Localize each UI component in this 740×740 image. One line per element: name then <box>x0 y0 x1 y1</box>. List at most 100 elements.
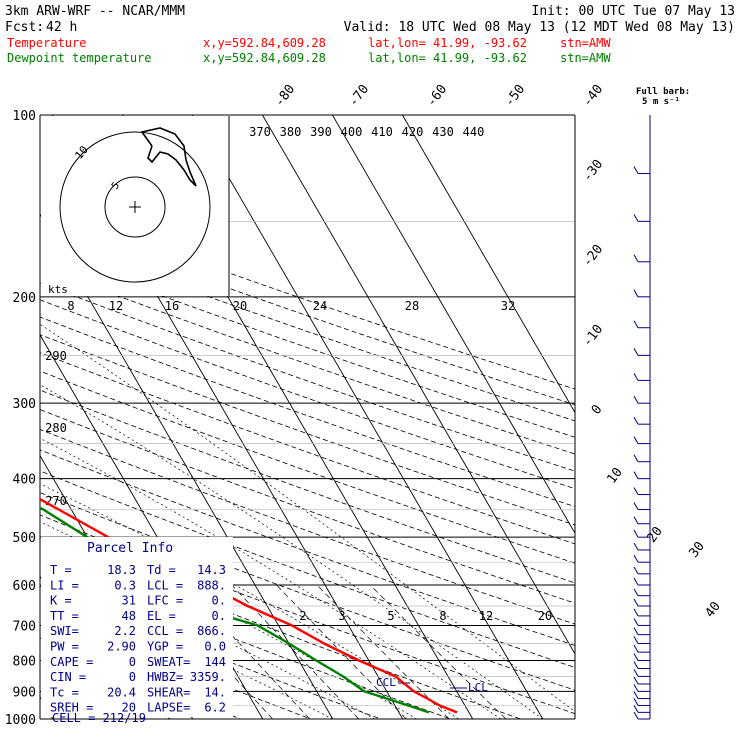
hodograph-speed-tick: 8 <box>67 299 74 313</box>
isotherm-line <box>332 115 575 535</box>
isotherm-line <box>262 115 575 655</box>
parcel-param-label: CAPE = <box>50 655 93 669</box>
dewpoint-profile <box>40 506 430 714</box>
isotherm-label: 0 <box>589 402 606 417</box>
theta-label-lower: 290 <box>45 349 67 363</box>
header-model: 3km ARW-WRF -- NCAR/MMM <box>5 4 185 19</box>
wind-barb-flag <box>633 711 639 720</box>
hodograph-speed-tick: 12 <box>109 299 123 313</box>
wind-barb-flag <box>633 373 639 381</box>
parcel-param-value: 14. <box>204 685 226 699</box>
wind-barb-flag <box>633 669 639 677</box>
hodograph-ring-label: 5 <box>110 180 122 192</box>
wind-barb-flag <box>633 471 639 479</box>
dry-adiabat <box>40 203 575 390</box>
wind-barb-flag <box>633 436 639 444</box>
parcel-param-value: 6.2 <box>204 701 226 715</box>
parcel-param-label: LCL = <box>147 578 183 592</box>
hodograph-speed-tick: 20 <box>233 299 247 313</box>
isotherm-label: -40 <box>580 82 606 110</box>
parcel-param-label: LFC = <box>147 594 183 608</box>
wind-barb-flag <box>633 566 639 575</box>
isotherm-label: -70 <box>346 82 372 110</box>
parcel-param-label: TT = <box>50 609 79 623</box>
wind-barb-flag <box>633 416 639 425</box>
wind-barb-flag <box>633 653 639 661</box>
parcel-param-value: 14.3 <box>197 563 226 577</box>
wind-barbs <box>633 115 651 720</box>
theta-label-upper: 400 <box>341 125 363 139</box>
dry-adiabat <box>40 585 382 719</box>
wind-barb-flag <box>633 577 639 586</box>
parcel-param-value: 0 <box>129 670 136 684</box>
mixing-ratio-label: 3 <box>338 609 345 623</box>
parcel-info-title: Parcel Info <box>87 541 173 556</box>
wind-barb-flag <box>633 348 639 356</box>
parcel-param-value: 18.3 <box>107 563 136 577</box>
isotherm-label: 30 <box>687 539 708 561</box>
pressure-tick-label: 700 <box>13 619 36 634</box>
dry-adiabat <box>40 409 575 604</box>
wind-barb-flag <box>633 502 639 510</box>
parcel-param-label: Td = <box>147 563 176 577</box>
parcel-param-value: 0. <box>212 594 226 608</box>
header-fcst-label: Fcst: <box>5 20 44 35</box>
parcel-param-label: SHEAR= <box>147 685 190 699</box>
parcel-param-value: 888. <box>197 578 226 592</box>
wind-barb-flag <box>633 454 639 462</box>
dry-adiabat <box>40 449 575 646</box>
barb-legend-line2: 5 m s⁻¹ <box>642 97 680 107</box>
parcel-param-label: LI = <box>50 578 79 592</box>
dry-adiabat <box>40 470 575 668</box>
parcel-param-value: 3359. <box>190 670 226 684</box>
isotherm-line <box>192 115 544 719</box>
parcel-param-value: 31 <box>122 594 136 608</box>
wind-barb-flag <box>633 395 639 404</box>
dry-adiabat <box>40 250 575 438</box>
theta-label-upper: 390 <box>310 125 332 139</box>
parcel-param-label: LAPSE= <box>147 701 190 715</box>
isotherm-label: -30 <box>580 157 606 185</box>
wind-barb-flag <box>633 627 639 635</box>
temp-legend-latlon: lat,lon= 41.99, -93.62 <box>368 36 527 50</box>
pressure-tick-label: 400 <box>13 473 36 488</box>
wind-barb-flag <box>633 608 639 617</box>
barb-legend-line1: Full barb: <box>636 87 690 97</box>
wind-barb-flag <box>633 487 639 495</box>
wind-barb-flag <box>633 698 639 706</box>
mixing-ratio-label: 20 <box>538 609 552 623</box>
pressure-tick-label: 900 <box>13 685 36 700</box>
temp-legend-stn: stn=AMW <box>560 36 611 50</box>
theta-label-upper: 380 <box>280 125 302 139</box>
hodograph-speed-tick: 16 <box>165 299 179 313</box>
ccl-label: CCL <box>376 676 396 689</box>
parcel-param-value: 0. <box>212 609 226 623</box>
wind-barb-flag <box>633 516 639 524</box>
wind-barb-flag <box>633 598 639 607</box>
pressure-tick-label: 600 <box>13 579 36 594</box>
wind-barb-flag <box>633 214 639 222</box>
parcel-param-label: CIN = <box>50 670 86 684</box>
wind-barb-flag <box>633 636 639 644</box>
hodograph-trace <box>140 127 197 187</box>
wind-barb-flag <box>633 554 639 563</box>
parcel-param-label: Tc = <box>50 685 79 699</box>
dry-adiabat <box>40 282 575 472</box>
parcel-param-value: 0.0 <box>204 640 226 654</box>
isotherm-label: -20 <box>580 242 606 270</box>
pressure-tick-label: 1000 <box>5 713 36 728</box>
dew-legend-latlon: lat,lon= 41.99, -93.62 <box>368 51 527 65</box>
parcel-param-label: K = <box>50 594 72 608</box>
isotherm-line <box>402 115 575 414</box>
parcel-param-value: 0.3 <box>114 578 136 592</box>
hodograph-ring <box>59 131 211 283</box>
parcel-param-value: 20 <box>122 701 136 715</box>
parcel-param-value: 144 <box>204 655 226 669</box>
dry-adiabat <box>40 334 575 526</box>
isotherm-label: -80 <box>272 82 298 110</box>
wind-barb-flag <box>633 320 639 328</box>
isotherm-label: 20 <box>645 524 666 546</box>
wind-barb-flag <box>633 529 639 538</box>
parcel-param-label: YGP = <box>147 640 183 654</box>
